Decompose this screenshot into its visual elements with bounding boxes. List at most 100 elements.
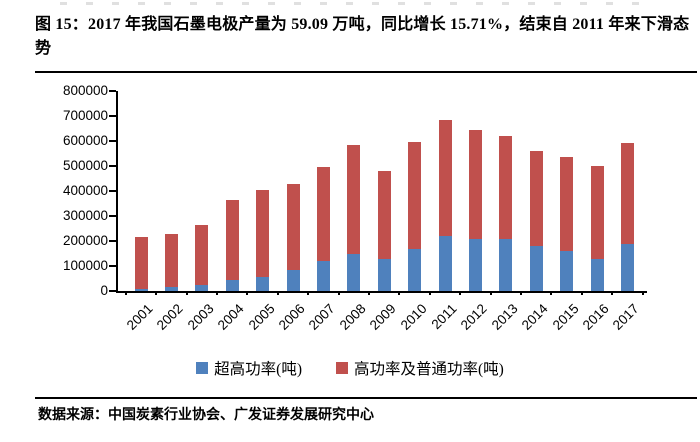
chart-legend: 超高功率(吨) 高功率及普通功率(吨): [0, 357, 700, 379]
bar-segment-2011: [438, 236, 452, 291]
y-axis-label: 600000: [62, 133, 108, 148]
bar-segment-2004: [225, 279, 239, 291]
x-axis-tick: [337, 291, 340, 295]
bar-2004: [225, 199, 239, 291]
bar-segment-2002: [164, 233, 178, 288]
bar-segment-2003: [195, 224, 209, 285]
bar-segment-2015: [560, 157, 574, 251]
legend-swatch-icon: [336, 362, 348, 374]
x-axis-tick: [398, 291, 401, 295]
bar-segment-2009: [377, 258, 391, 291]
bar-2013: [499, 136, 513, 291]
x-axis-label: 2010: [397, 301, 430, 333]
x-axis-tick: [185, 291, 188, 295]
bar-segment-2006: [286, 183, 300, 270]
bar-segment-2005: [256, 189, 270, 278]
bar-segment-2002: [164, 287, 178, 291]
y-axis-label: 100000: [62, 258, 108, 273]
data-source-note: 数据来源：中国炭素行业协会、广发证券发展研究中心: [38, 408, 374, 423]
footer-divider-line: [35, 397, 697, 399]
bar-segment-2017: [620, 243, 634, 291]
bar-segment-2014: [529, 246, 543, 291]
bar-segment-2012: [468, 238, 482, 291]
x-axis-tick: [489, 291, 492, 295]
x-axis-label: 2007: [306, 301, 339, 333]
y-axis-tick: [109, 165, 116, 167]
bar-2011: [438, 119, 452, 291]
x-axis-tick: [155, 291, 158, 295]
x-axis-tick: [216, 291, 218, 295]
cropped-text-remnant: [60, 2, 640, 5]
bar-segment-2012: [468, 129, 482, 239]
y-axis-tick: [109, 140, 116, 142]
bar-segment-2013: [499, 136, 513, 239]
x-axis-tick: [520, 291, 522, 295]
x-axis-label: 2013: [488, 301, 521, 333]
x-axis-label: 2011: [428, 301, 460, 333]
x-axis-label: 2006: [275, 301, 308, 333]
bar-2006: [286, 183, 300, 291]
x-axis-tick: [580, 291, 583, 295]
bar-segment-2007: [316, 167, 330, 261]
y-axis-label: 500000: [62, 158, 108, 173]
x-axis-tick: [641, 291, 644, 295]
x-axis-tick: [428, 291, 431, 295]
bar-segment-2010: [408, 142, 422, 249]
bar-segment-2013: [499, 238, 513, 291]
bar-2002: [164, 233, 178, 291]
title-divider-line: [35, 71, 697, 73]
legend-item: 超高功率(吨): [196, 357, 302, 379]
bar-segment-2017: [620, 143, 634, 244]
bar-segment-2016: [590, 258, 604, 291]
bar-segment-2003: [195, 284, 209, 291]
bar-segment-2006: [286, 269, 300, 291]
x-axis-label: 2016: [579, 301, 612, 333]
x-axis-tick: [276, 291, 279, 295]
bar-2003: [195, 224, 209, 291]
x-axis-tick: [246, 291, 249, 295]
bar-2007: [316, 167, 330, 291]
bar-segment-2008: [347, 144, 361, 254]
bar-segment-2008: [347, 253, 361, 291]
bar-2017: [620, 143, 634, 291]
bar-2015: [560, 157, 574, 291]
bar-segment-2011: [438, 119, 452, 236]
y-axis-tick: [109, 240, 116, 242]
x-axis-tick: [368, 291, 370, 295]
graphite-electrode-production-chart: 0 100000 200000 300000 400000 500000 600000 700…: [0, 83, 700, 385]
y-axis-tick: [109, 115, 116, 117]
x-axis-label: 2004: [214, 301, 247, 333]
x-axis-tick: [124, 291, 127, 295]
figure-title: 图 15：2017 年我国石墨电极产量为 59.09 万吨，同比增长 15.71…: [35, 16, 690, 57]
legend-label: 高功率及普通功率(吨): [354, 361, 504, 378]
legend-swatch-icon: [196, 362, 209, 374]
bar-segment-2001: [134, 288, 148, 291]
bar-segment-2014: [529, 151, 543, 246]
x-axis-tick: [611, 291, 614, 295]
bar-segment-2009: [377, 171, 391, 259]
x-axis-label: 2003: [184, 301, 217, 333]
plot-area: 0 100000 200000 300000 400000 500000 600000 700…: [63, 83, 647, 333]
bar-segment-2005: [256, 277, 270, 291]
x-axis-label: 2002: [154, 301, 187, 333]
y-axis-label: 400000: [62, 183, 108, 198]
bar-segment-2004: [225, 199, 239, 280]
x-axis-label: 2008: [336, 301, 369, 333]
bar-2001: [134, 237, 148, 291]
bar-2016: [590, 166, 604, 291]
y-axis-tick: [109, 215, 116, 217]
bar-segment-2010: [408, 248, 422, 291]
bar-2010: [408, 142, 422, 291]
x-axis-tick: [550, 291, 553, 295]
y-axis-tick: [109, 290, 116, 292]
x-axis-label: 2014: [518, 301, 551, 333]
x-axis-tick: [459, 291, 462, 295]
bar-segment-2015: [560, 251, 574, 291]
legend-item: 高功率及普通功率(吨): [336, 357, 504, 379]
bar-2008: [347, 144, 361, 291]
y-axis-label: 200000: [62, 233, 108, 248]
x-axis-label: 2009: [366, 301, 399, 333]
x-axis-label: 2012: [458, 301, 491, 333]
y-axis-label: 700000: [62, 108, 108, 123]
